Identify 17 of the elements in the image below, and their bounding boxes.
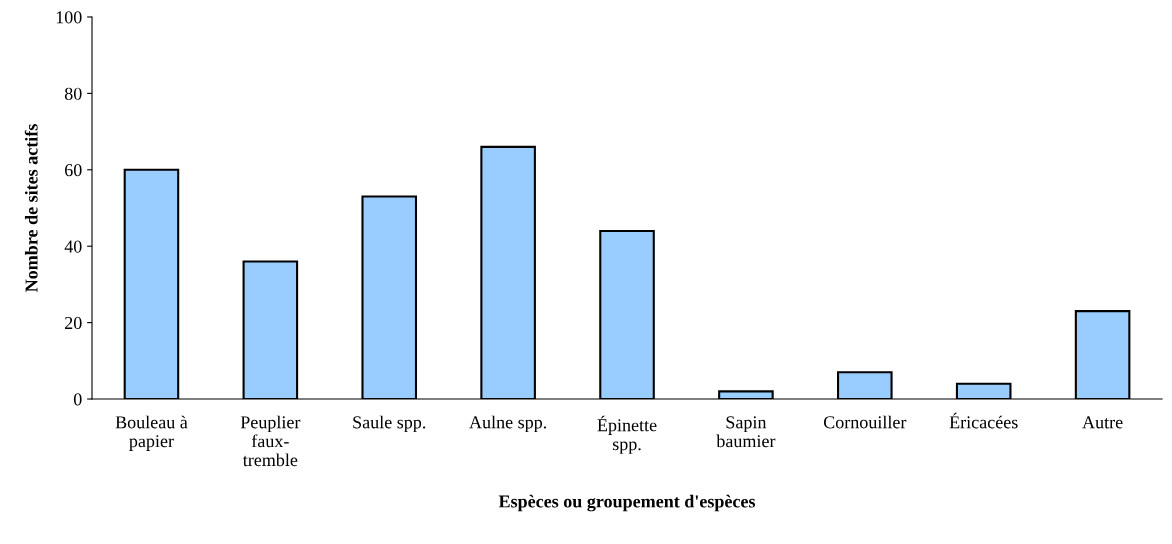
y-tick-label: 40 (64, 240, 82, 253)
x-tick-label: Autre (1082, 416, 1123, 429)
x-tick-label: Bouleau à papier (115, 415, 188, 451)
x-tick-label: Éricacées (949, 412, 1018, 429)
y-tick-label: 100 (56, 11, 82, 24)
x-tick-label: Sapin baumier (716, 416, 776, 448)
x-tick-label: Peuplier faux- tremble (240, 415, 301, 467)
x-tick-label: Aulne spp. (469, 415, 547, 433)
y-tick-label: 20 (65, 316, 82, 330)
y-axis-title: Nombre de sites actifs (24, 124, 38, 292)
x-tick-label: Épinette spp. (597, 415, 657, 454)
y-tick-label: 80 (64, 87, 82, 100)
y-tick-label: 60 (65, 164, 82, 177)
y-tick-label: 0 (73, 393, 82, 406)
x-tick-label: Cornouiller (823, 415, 907, 429)
x-tick-label: Saule spp. (353, 415, 426, 433)
x-axis-title: Espèces ou groupement d'espèces (498, 494, 756, 512)
